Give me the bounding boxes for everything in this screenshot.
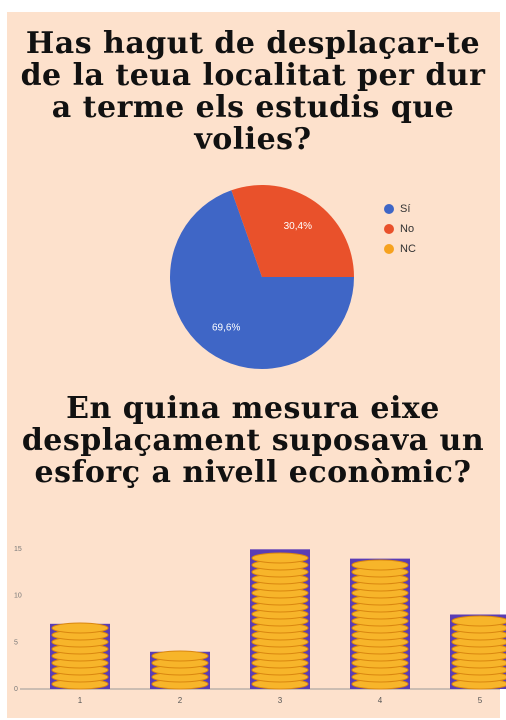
coin [251,552,309,564]
legend-label: NC [400,243,416,255]
y-tick-label: 5 [14,639,18,646]
pie-slice [231,185,354,277]
slice-label: 69,6% [212,322,240,333]
bar-title: En quina mesura eixe desplaçament suposa… [21,391,485,490]
y-tick-label: 15 [14,546,22,553]
coin [51,622,109,634]
x-tick-label: 3 [278,696,283,705]
legend-marker [384,244,394,254]
legend-label: No [400,223,414,235]
x-tick-label: 2 [178,696,183,705]
y-tick-label: 0 [14,686,18,693]
x-tick-label: 5 [478,696,483,705]
pie-title: Has hagut de desplaçar-te de la teua loc… [20,26,486,157]
legend-marker [384,204,394,214]
x-tick-label: 4 [378,696,383,705]
coin [151,650,209,662]
legend-label: Sí [400,203,410,215]
coin [451,615,506,627]
slice-label: 30,4% [284,221,312,232]
y-tick-label: 10 [14,593,22,600]
legend-marker [384,224,394,234]
coin [351,559,409,571]
x-tick-label: 1 [78,696,83,705]
pie-slice [170,190,354,369]
